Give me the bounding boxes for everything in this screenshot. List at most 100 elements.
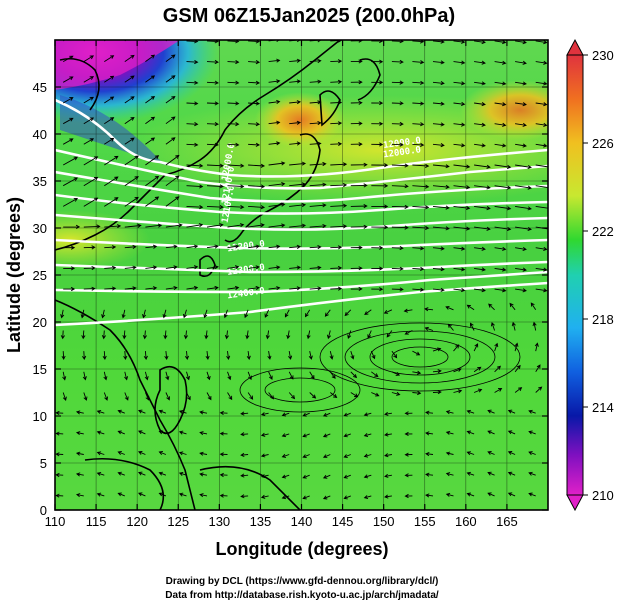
wind-arrow bbox=[453, 60, 466, 65]
wind-arrow bbox=[509, 302, 516, 311]
wind-arrow bbox=[186, 122, 199, 127]
wind-arrow bbox=[535, 205, 548, 209]
wind-arrow bbox=[248, 142, 261, 147]
wind-arrow bbox=[425, 472, 434, 477]
x-tick-label: 160 bbox=[455, 514, 477, 529]
wind-arrow bbox=[302, 495, 310, 500]
wind-arrow bbox=[288, 371, 294, 380]
wind-arrow bbox=[507, 471, 516, 476]
wind-arrow bbox=[104, 55, 115, 62]
wind-arrow bbox=[445, 472, 454, 477]
wind-arrow bbox=[248, 122, 261, 127]
credit-drawing: Drawing by DCL (https://www.gfd-dennou.o… bbox=[166, 576, 439, 587]
wind-arrow bbox=[162, 309, 167, 319]
wind-arrow bbox=[371, 183, 389, 188]
wind-arrow bbox=[507, 430, 516, 435]
wind-arrow bbox=[383, 309, 393, 314]
wind-arrow bbox=[515, 205, 532, 211]
wind-arrow bbox=[330, 79, 343, 84]
wind-arrow bbox=[186, 60, 199, 65]
height-contour-2 bbox=[55, 148, 548, 190]
wind-arrow bbox=[83, 392, 88, 401]
wind-arrow bbox=[268, 58, 281, 63]
wind-arrow bbox=[104, 286, 117, 291]
wind-arrow bbox=[62, 371, 67, 381]
wind-arrow bbox=[75, 472, 84, 477]
wind-arrow bbox=[494, 102, 507, 107]
grid-lines bbox=[55, 40, 548, 510]
wind-arrow bbox=[507, 492, 516, 497]
wind-arrow bbox=[247, 392, 254, 400]
wind-arrow bbox=[145, 137, 156, 145]
wind-arrow bbox=[227, 392, 233, 401]
height-contours bbox=[55, 98, 548, 327]
wind-arrow bbox=[515, 164, 532, 170]
wind-arrow bbox=[404, 411, 413, 416]
wind-arrow bbox=[535, 40, 548, 45]
wind-arrow bbox=[384, 453, 392, 458]
wind-arrow bbox=[515, 246, 527, 252]
wind-arrow bbox=[227, 371, 232, 381]
wind-arrow bbox=[371, 163, 389, 168]
wind-arrow bbox=[330, 162, 348, 167]
wind-arrow bbox=[412, 60, 425, 65]
wind-arrow bbox=[117, 471, 125, 476]
wind-arrow bbox=[515, 81, 527, 86]
wind-arrow bbox=[165, 175, 180, 187]
wind-arrow bbox=[199, 472, 208, 477]
wind-arrow bbox=[158, 430, 167, 435]
wind-arrow bbox=[104, 155, 119, 166]
wind-arrow bbox=[227, 265, 240, 270]
wind-arrow bbox=[281, 474, 290, 479]
wind-arrow bbox=[268, 286, 281, 291]
wind-arrow bbox=[289, 202, 307, 208]
streamline-loop-6 bbox=[264, 377, 336, 403]
wind-arrow bbox=[330, 392, 338, 398]
wind-arrow bbox=[453, 246, 466, 251]
wind-arrow bbox=[55, 472, 64, 478]
wind-arrow bbox=[535, 386, 543, 393]
wind-arrow bbox=[268, 99, 281, 105]
wind-arrow bbox=[62, 156, 79, 166]
wind-arrow bbox=[432, 122, 445, 127]
wind-arrow bbox=[494, 164, 512, 170]
map-title: GSM 06Z15Jan2025 (200.0hPa) bbox=[163, 5, 455, 27]
x-tick-label: 165 bbox=[496, 514, 518, 529]
wind-arrow bbox=[219, 431, 228, 436]
wind-arrow bbox=[178, 492, 187, 497]
wind-arrow bbox=[104, 245, 117, 250]
wind-arrow bbox=[186, 205, 204, 210]
wind-arrow bbox=[515, 122, 527, 127]
wind-arrow bbox=[75, 410, 84, 415]
wind-arrow bbox=[142, 330, 147, 340]
wind-arrow bbox=[453, 267, 466, 272]
wind-arrow bbox=[350, 80, 363, 85]
wind-arrow bbox=[240, 411, 249, 416]
wind-arrow bbox=[391, 121, 404, 127]
wind-arrow bbox=[494, 205, 512, 211]
wind-arrow bbox=[350, 142, 363, 147]
wind-arrow bbox=[535, 164, 548, 168]
x-axis: 110 115 120 125 130 135 140 145 150 155 160 165 bbox=[45, 40, 518, 529]
wind-arrow bbox=[82, 371, 87, 381]
wind-arrow bbox=[206, 80, 219, 85]
wind-arrow bbox=[507, 451, 516, 455]
colorbar-label: 210 bbox=[592, 488, 614, 503]
streamline-loop-2 bbox=[369, 338, 471, 376]
wind-arrow bbox=[288, 351, 293, 360]
wind-arrow bbox=[62, 138, 74, 145]
wind-arrow bbox=[289, 161, 307, 166]
wind-arrow bbox=[63, 286, 76, 292]
wind-arrow bbox=[453, 185, 471, 190]
wind-arrow bbox=[350, 59, 363, 64]
wind-arrow bbox=[83, 197, 99, 207]
wind-arrow bbox=[350, 350, 355, 360]
wind-arrow bbox=[203, 309, 208, 319]
wind-arrow bbox=[124, 176, 139, 187]
wind-arrow bbox=[265, 330, 270, 340]
wind-arrow bbox=[138, 409, 146, 414]
wind-arrow bbox=[350, 100, 363, 105]
wind-arrow bbox=[474, 60, 486, 65]
warm-core-east bbox=[460, 80, 548, 140]
wind-arrow bbox=[289, 120, 302, 125]
